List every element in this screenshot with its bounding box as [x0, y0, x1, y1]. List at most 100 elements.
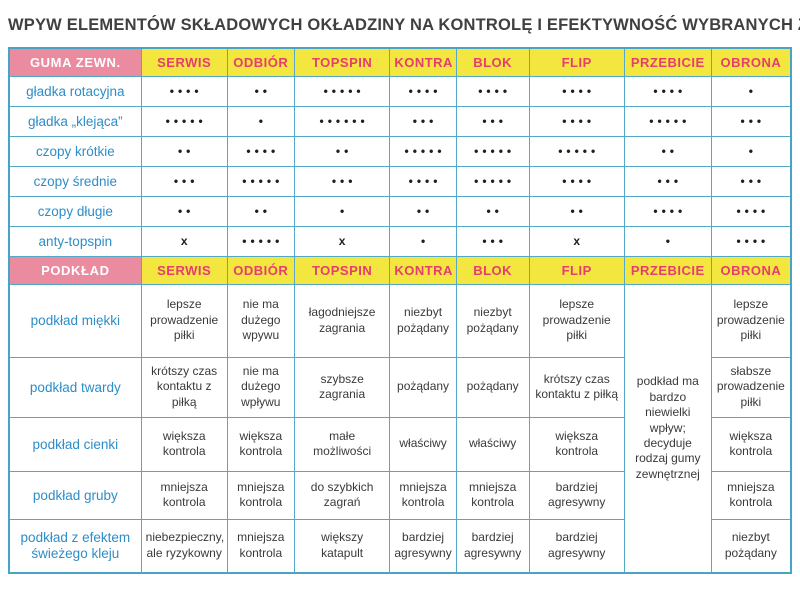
rating-cell: •••••: [226, 225, 295, 257]
rating-cell: ••••: [455, 75, 530, 107]
rating-cell: •: [710, 75, 792, 107]
effect-cell: większa kontrola: [226, 416, 295, 472]
row-label: czopy krótkie: [8, 135, 142, 167]
row-label: podkład z efektem świeżego kleju: [8, 518, 142, 574]
column-header-przebicie: PRZEBICIE: [623, 255, 712, 285]
rating-cell: ••••: [226, 135, 295, 167]
column-header-serwis: SERWIS: [140, 47, 228, 77]
row-label: czopy średnie: [8, 165, 142, 197]
rating-cell: •••: [623, 165, 712, 197]
column-header-kontra: KONTRA: [389, 255, 457, 285]
rating-cell: •••••: [528, 135, 625, 167]
row-label: czopy długie: [8, 195, 142, 227]
rating-cell: ••••: [389, 165, 457, 197]
rating-cell: •••: [710, 165, 792, 197]
effect-cell: mniejsza kontrola: [455, 470, 530, 520]
effect-cell: lepsze prowadzenie piłki: [528, 283, 625, 358]
rating-cell: ••: [528, 195, 625, 227]
rating-cell: ••••••: [293, 105, 391, 137]
effect-cell: właściwy: [389, 416, 457, 472]
section2-header-row: PODKŁAD SERWIS ODBIÓR TOPSPIN KONTRA BLO…: [8, 255, 792, 285]
rating-cell: ••: [389, 195, 457, 227]
rating-cell: ••••: [140, 75, 228, 107]
column-header-topspin: TOPSPIN: [293, 255, 391, 285]
effect-cell: niezbyt pożądany: [455, 283, 530, 358]
effect-cell: bardziej agresywny: [528, 518, 625, 574]
rating-cell: •••••: [389, 135, 457, 167]
effect-cell: krótszy czas kontaktu z piłką: [140, 356, 228, 418]
rating-cell: ••••: [528, 75, 625, 107]
effect-cell: mniejsza kontrola: [710, 470, 792, 520]
rating-cell: •••••: [293, 75, 391, 107]
row-label: podkład miękki: [8, 283, 142, 358]
column-header-topspin: TOPSPIN: [293, 47, 391, 77]
effect-cell: bardziej agresywny: [389, 518, 457, 574]
section1-header-cell: GUMA ZEWN.: [8, 47, 142, 77]
effect-cell: niebezpieczny, ale ryzykowny: [140, 518, 228, 574]
effect-cell: łagodniejsze zagrania: [293, 283, 391, 358]
effect-cell: krótszy czas kontaktu z piłką: [528, 356, 625, 418]
column-header-blok: BLOK: [455, 47, 530, 77]
row-label: gładka „klejąca”: [8, 105, 142, 137]
column-header-obrona: OBRONA: [710, 47, 792, 77]
rating-cell: ••: [455, 195, 530, 227]
rating-cell: ••: [140, 195, 228, 227]
effect-cell: mniejsza kontrola: [226, 470, 295, 520]
table-row: gładka „klejąca” ••••• • •••••• ••• ••• …: [8, 105, 792, 137]
rating-cell: ••••: [528, 165, 625, 197]
rating-cell: •: [623, 225, 712, 257]
rating-cell: •: [293, 195, 391, 227]
effect-cell: bardziej agresywny: [455, 518, 530, 574]
table-row: gładka rotacyjna •••• •• ••••• •••• ••••…: [8, 75, 792, 107]
rating-cell: x: [528, 225, 625, 257]
table-row: czopy krótkie •• •••• •• ••••• ••••• •••…: [8, 135, 792, 167]
table-row: podkład miękki lepsze prowadzenie piłki …: [8, 283, 792, 574]
effect-cell: większa kontrola: [528, 416, 625, 472]
rating-cell: •••: [455, 105, 530, 137]
merged-przebicie-cell: podkład ma bardzo niewielki wpływ; decyd…: [623, 283, 712, 574]
table-row: podkład gruby mniejsza kontrola mniejsza…: [8, 470, 792, 520]
effect-cell: słabsze prowadzenie piłki: [710, 356, 792, 418]
column-header-blok: BLOK: [455, 255, 530, 285]
rating-cell: ••••: [710, 225, 792, 257]
effect-cell: mniejsza kontrola: [140, 470, 228, 520]
rating-cell: •••••: [226, 165, 295, 197]
effect-cell: szybsze zagrania: [293, 356, 391, 418]
rating-cell: ••••: [389, 75, 457, 107]
rating-cell: •••••: [455, 165, 530, 197]
row-label: podkład twardy: [8, 356, 142, 418]
section2-header-cell: PODKŁAD: [8, 255, 142, 285]
rating-cell: ••••: [623, 195, 712, 227]
effect-cell: do szybkich zagrań: [293, 470, 391, 520]
effect-cell: pożądany: [389, 356, 457, 418]
effect-cell: niezbyt pożądany: [389, 283, 457, 358]
rating-cell: •••: [455, 225, 530, 257]
rating-cell: •••: [389, 105, 457, 137]
rating-cell: ••••: [528, 105, 625, 137]
rating-cell: •••••: [623, 105, 712, 137]
rating-cell: ••••: [710, 195, 792, 227]
row-label: podkład gruby: [8, 470, 142, 520]
effect-cell: nie ma dużego wpływu: [226, 356, 295, 418]
column-header-odbior: ODBIÓR: [226, 255, 295, 285]
table-row: podkład z efektem świeżego kleju niebezp…: [8, 518, 792, 574]
effect-cell: mniejsza kontrola: [389, 470, 457, 520]
rating-cell: x: [140, 225, 228, 257]
table-row: czopy długie •• •• • •• •• •• •••• ••••: [8, 195, 792, 227]
effect-cell: niezbyt pożądany: [710, 518, 792, 574]
rating-cell: ••: [293, 135, 391, 167]
rating-cell: •••: [710, 105, 792, 137]
rating-cell: ••: [623, 135, 712, 167]
page-title: WPYW ELEMENTÓW SKŁADOWYCH OKŁADZINY NA K…: [8, 16, 800, 34]
column-header-serwis: SERWIS: [140, 255, 228, 285]
table-row: czopy średnie ••• ••••• ••• •••• ••••• •…: [8, 165, 792, 197]
row-label: anty-topspin: [8, 225, 142, 257]
rating-cell: •: [226, 105, 295, 137]
table-row: podkład twardy krótszy czas kontaktu z p…: [8, 356, 792, 418]
rating-cell: ••: [140, 135, 228, 167]
row-label: podkład cienki: [8, 416, 142, 472]
rating-cell: ••: [226, 195, 295, 227]
effect-cell: lepsze prowadzenie piłki: [710, 283, 792, 358]
rating-cell: •: [710, 135, 792, 167]
